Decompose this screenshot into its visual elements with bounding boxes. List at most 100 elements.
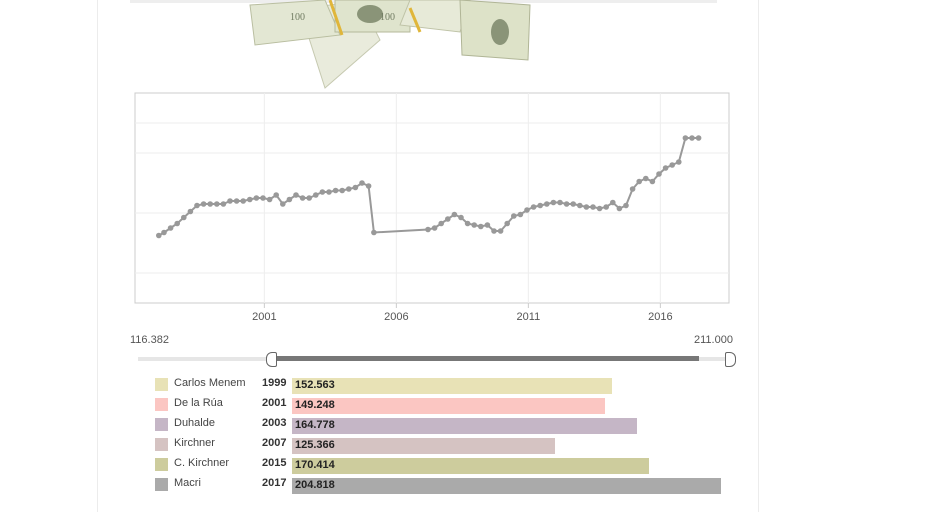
data-point[interactable] <box>662 165 669 171</box>
data-point[interactable] <box>365 183 372 189</box>
data-point[interactable] <box>570 201 576 207</box>
data-point[interactable] <box>623 202 629 209</box>
data-point[interactable] <box>253 195 260 201</box>
legend-name: Kirchner <box>174 437 215 449</box>
data-point[interactable] <box>629 186 636 192</box>
range-slider-min-handle[interactable] <box>266 352 277 367</box>
data-point[interactable] <box>649 178 656 185</box>
data-point[interactable] <box>451 211 458 218</box>
data-point[interactable] <box>425 226 431 233</box>
grid-lines <box>135 93 729 303</box>
data-point[interactable] <box>431 225 438 231</box>
data-point[interactable] <box>445 216 451 222</box>
data-point[interactable] <box>306 195 313 201</box>
data-point[interactable] <box>471 222 478 228</box>
data-point[interactable] <box>636 178 642 185</box>
data-point[interactable] <box>260 195 266 201</box>
data-point[interactable] <box>313 192 319 198</box>
legend-year: 2003 <box>262 417 287 429</box>
data-point[interactable] <box>537 202 543 209</box>
data-point[interactable] <box>352 184 359 191</box>
data-point[interactable] <box>689 135 695 141</box>
range-max-label: 211.000 <box>694 334 733 346</box>
data-point[interactable] <box>293 192 299 198</box>
bar-value-label: 125.366 <box>295 439 335 451</box>
data-point[interactable] <box>484 222 491 228</box>
data-point[interactable] <box>550 199 557 206</box>
value-bar: 125.366 <box>292 438 555 454</box>
data-point[interactable] <box>194 202 200 209</box>
legend-name: De la Rúa <box>174 397 223 409</box>
data-point[interactable] <box>511 213 517 219</box>
data-point[interactable] <box>214 201 220 207</box>
data-point[interactable] <box>656 171 662 177</box>
data-point[interactable] <box>156 232 162 239</box>
data-point[interactable] <box>464 220 471 227</box>
data-point[interactable] <box>227 198 233 204</box>
data-point[interactable] <box>682 135 689 141</box>
data-point[interactable] <box>603 204 609 210</box>
data-point[interactable] <box>557 199 563 206</box>
data-point[interactable] <box>187 208 194 215</box>
data-point[interactable] <box>346 186 352 192</box>
data-point[interactable] <box>517 211 524 218</box>
data-point[interactable] <box>326 189 332 195</box>
legend-name: Carlos Menem <box>174 377 246 389</box>
range-slider-max-handle[interactable] <box>725 352 736 367</box>
data-point[interactable] <box>167 225 174 231</box>
data-point[interactable] <box>319 189 326 195</box>
bar-value-label: 204.818 <box>295 479 335 491</box>
data-point[interactable] <box>596 205 603 212</box>
data-point[interactable] <box>616 205 623 212</box>
data-point[interactable] <box>643 175 649 182</box>
data-point[interactable] <box>339 187 346 194</box>
data-point[interactable] <box>247 196 253 203</box>
data-point[interactable] <box>563 201 570 207</box>
data-point[interactable] <box>332 187 339 194</box>
value-bar: 204.818 <box>292 478 722 494</box>
data-point[interactable] <box>273 192 280 198</box>
data-point[interactable] <box>220 201 227 207</box>
data-point[interactable] <box>233 198 240 204</box>
data-point[interactable] <box>676 159 682 165</box>
data-point[interactable] <box>504 220 511 227</box>
legend-swatch <box>155 378 168 391</box>
data-point[interactable] <box>286 196 293 203</box>
data-point[interactable] <box>491 228 497 234</box>
data-point[interactable] <box>583 204 590 210</box>
data-point[interactable] <box>371 229 377 236</box>
legend-year: 2001 <box>262 397 287 409</box>
data-point[interactable] <box>530 204 537 210</box>
data-point[interactable] <box>280 201 286 207</box>
data-point[interactable] <box>299 195 306 201</box>
series-line <box>158 137 699 237</box>
data-point[interactable] <box>458 214 464 221</box>
x-axis-ticks: 2001 2006 2011 2016 <box>252 303 673 323</box>
legend-swatch <box>155 418 168 431</box>
data-point[interactable] <box>200 201 207 207</box>
svg-text:100: 100 <box>290 12 305 23</box>
data-point[interactable] <box>497 228 504 234</box>
data-point[interactable] <box>610 199 616 206</box>
data-point[interactable] <box>544 201 550 207</box>
data-point[interactable] <box>359 180 365 186</box>
data-point[interactable] <box>438 220 445 227</box>
value-bar: 149.248 <box>292 398 605 414</box>
data-point[interactable] <box>577 202 583 209</box>
value-bar: 170.414 <box>292 458 649 474</box>
data-point[interactable] <box>590 204 596 210</box>
data-point[interactable] <box>181 214 187 221</box>
data-point[interactable] <box>161 229 167 236</box>
data-point[interactable] <box>695 135 702 141</box>
x-tick-label: 2006 <box>384 311 408 323</box>
data-point[interactable] <box>669 162 675 168</box>
x-tick-label: 2011 <box>517 311 541 323</box>
data-point[interactable] <box>240 198 246 204</box>
data-point[interactable] <box>524 207 530 213</box>
data-point[interactable] <box>478 223 484 230</box>
range-min-label: 116.382 <box>130 334 169 346</box>
data-point[interactable] <box>266 196 273 203</box>
data-point[interactable] <box>174 220 180 227</box>
data-point[interactable] <box>207 201 213 207</box>
range-slider-fill <box>274 356 700 361</box>
